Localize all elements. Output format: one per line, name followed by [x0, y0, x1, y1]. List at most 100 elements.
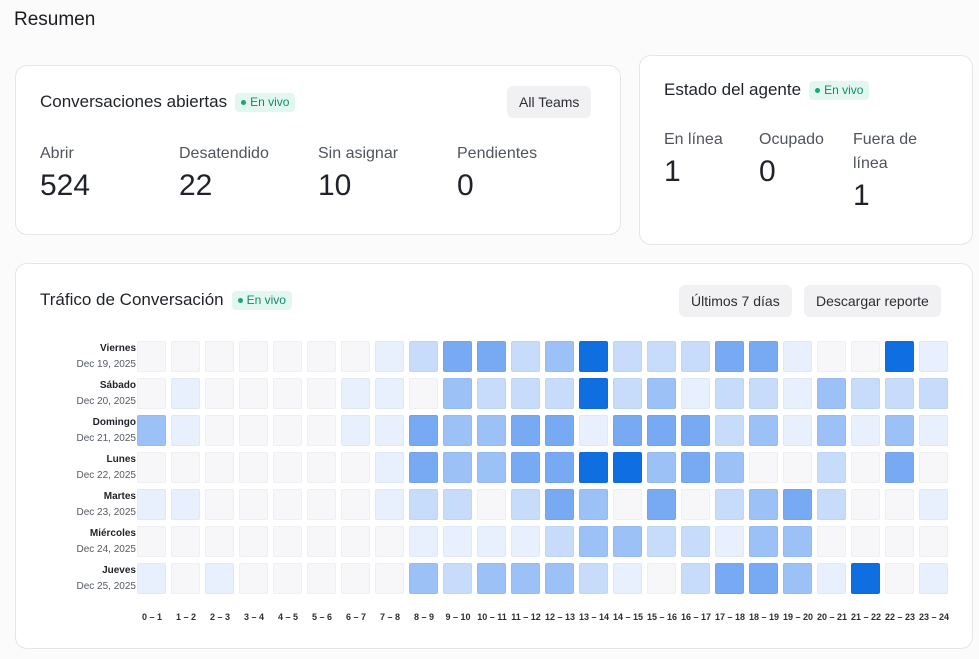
heatmap-cell[interactable] [137, 526, 166, 557]
heatmap-cell[interactable] [341, 415, 370, 446]
heatmap-cell[interactable] [715, 378, 744, 409]
heatmap-cell[interactable] [205, 563, 234, 594]
heatmap-cell[interactable] [171, 563, 200, 594]
heatmap-cell[interactable] [613, 415, 642, 446]
heatmap-cell[interactable] [545, 526, 574, 557]
heatmap-cell[interactable] [341, 526, 370, 557]
heatmap-cell[interactable] [613, 563, 642, 594]
heatmap-cell[interactable] [885, 415, 914, 446]
heatmap-cell[interactable] [783, 563, 812, 594]
heatmap-cell[interactable] [851, 526, 880, 557]
heatmap-cell[interactable] [783, 378, 812, 409]
heatmap-cell[interactable] [239, 452, 268, 483]
heatmap-cell[interactable] [205, 341, 234, 372]
heatmap-cell[interactable] [783, 452, 812, 483]
heatmap-cell[interactable] [307, 489, 336, 520]
heatmap-cell[interactable] [137, 489, 166, 520]
heatmap-cell[interactable] [817, 415, 846, 446]
heatmap-cell[interactable] [171, 526, 200, 557]
heatmap-cell[interactable] [273, 489, 302, 520]
heatmap-cell[interactable] [511, 563, 540, 594]
heatmap-cell[interactable] [613, 341, 642, 372]
heatmap-cell[interactable] [511, 489, 540, 520]
heatmap-cell[interactable] [715, 489, 744, 520]
heatmap-cell[interactable] [919, 415, 948, 446]
heatmap-cell[interactable] [205, 415, 234, 446]
heatmap-cell[interactable] [375, 415, 404, 446]
heatmap-cell[interactable] [443, 526, 472, 557]
heatmap-cell[interactable] [171, 489, 200, 520]
heatmap-cell[interactable] [511, 415, 540, 446]
heatmap-cell[interactable] [851, 563, 880, 594]
heatmap-cell[interactable] [239, 378, 268, 409]
heatmap-cell[interactable] [681, 526, 710, 557]
heatmap-cell[interactable] [647, 415, 676, 446]
heatmap-cell[interactable] [341, 452, 370, 483]
heatmap-cell[interactable] [579, 526, 608, 557]
heatmap-cell[interactable] [443, 341, 472, 372]
heatmap-cell[interactable] [375, 452, 404, 483]
heatmap-cell[interactable] [817, 341, 846, 372]
heatmap-cell[interactable] [851, 452, 880, 483]
heatmap-cell[interactable] [749, 563, 778, 594]
heatmap-cell[interactable] [545, 341, 574, 372]
heatmap-cell[interactable] [511, 341, 540, 372]
heatmap-cell[interactable] [613, 526, 642, 557]
heatmap-cell[interactable] [783, 415, 812, 446]
heatmap-cell[interactable] [375, 489, 404, 520]
heatmap-cell[interactable] [341, 489, 370, 520]
heatmap-cell[interactable] [545, 489, 574, 520]
heatmap-cell[interactable] [409, 489, 438, 520]
heatmap-cell[interactable] [783, 341, 812, 372]
heatmap-cell[interactable] [681, 415, 710, 446]
heatmap-cell[interactable] [273, 563, 302, 594]
heatmap-cell[interactable] [239, 341, 268, 372]
download-report-button[interactable]: Descargar reporte [804, 285, 941, 317]
heatmap-cell[interactable] [885, 563, 914, 594]
heatmap-cell[interactable] [205, 378, 234, 409]
heatmap-cell[interactable] [647, 489, 676, 520]
heatmap-cell[interactable] [851, 415, 880, 446]
heatmap-cell[interactable] [137, 415, 166, 446]
heatmap-cell[interactable] [817, 489, 846, 520]
heatmap-cell[interactable] [749, 489, 778, 520]
heatmap-cell[interactable] [375, 526, 404, 557]
heatmap-cell[interactable] [749, 526, 778, 557]
heatmap-cell[interactable] [885, 452, 914, 483]
heatmap-cell[interactable] [341, 563, 370, 594]
heatmap-cell[interactable] [919, 452, 948, 483]
heatmap-cell[interactable] [817, 526, 846, 557]
heatmap-cell[interactable] [409, 563, 438, 594]
heatmap-cell[interactable] [579, 489, 608, 520]
heatmap-cell[interactable] [681, 378, 710, 409]
heatmap-cell[interactable] [545, 378, 574, 409]
heatmap-cell[interactable] [375, 563, 404, 594]
heatmap-cell[interactable] [749, 341, 778, 372]
heatmap-cell[interactable] [273, 415, 302, 446]
heatmap-cell[interactable] [409, 378, 438, 409]
heatmap-cell[interactable] [613, 378, 642, 409]
heatmap-cell[interactable] [647, 526, 676, 557]
heatmap-cell[interactable] [579, 341, 608, 372]
heatmap-cell[interactable] [783, 489, 812, 520]
heatmap-cell[interactable] [341, 378, 370, 409]
heatmap-cell[interactable] [885, 378, 914, 409]
heatmap-cell[interactable] [613, 489, 642, 520]
heatmap-cell[interactable] [681, 452, 710, 483]
heatmap-cell[interactable] [511, 378, 540, 409]
heatmap-cell[interactable] [919, 341, 948, 372]
heatmap-cell[interactable] [545, 452, 574, 483]
heatmap-cell[interactable] [341, 341, 370, 372]
heatmap-cell[interactable] [205, 489, 234, 520]
heatmap-cell[interactable] [273, 526, 302, 557]
heatmap-cell[interactable] [137, 378, 166, 409]
heatmap-cell[interactable] [579, 563, 608, 594]
heatmap-cell[interactable] [579, 452, 608, 483]
heatmap-cell[interactable] [443, 452, 472, 483]
heatmap-cell[interactable] [885, 341, 914, 372]
heatmap-cell[interactable] [205, 526, 234, 557]
heatmap-cell[interactable] [885, 489, 914, 520]
heatmap-cell[interactable] [137, 452, 166, 483]
heatmap-cell[interactable] [137, 563, 166, 594]
heatmap-cell[interactable] [273, 378, 302, 409]
